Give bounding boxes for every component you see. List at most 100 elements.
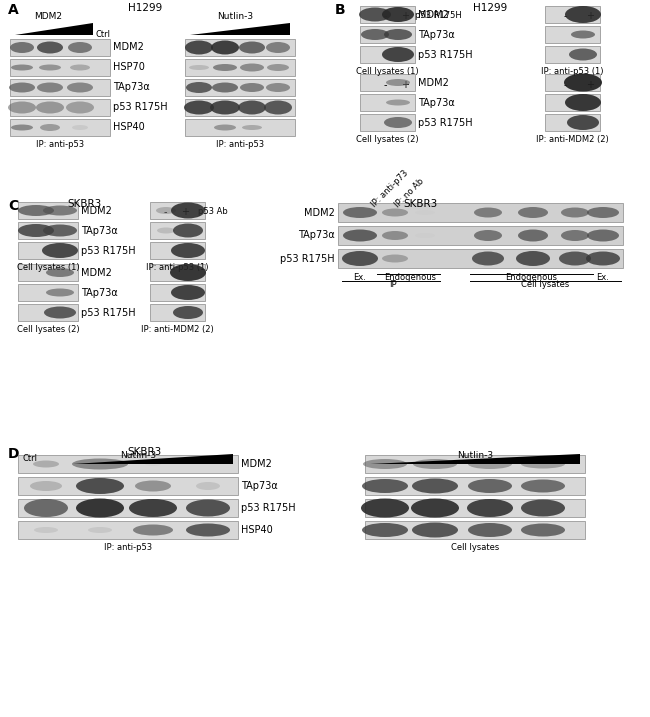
Text: p53 R175H: p53 R175H bbox=[241, 503, 296, 513]
Ellipse shape bbox=[133, 525, 173, 536]
Ellipse shape bbox=[361, 498, 409, 518]
Bar bbox=[10, 79, 110, 96]
Text: Cell lysates (2): Cell lysates (2) bbox=[356, 135, 419, 144]
Bar bbox=[185, 79, 295, 96]
Text: +: + bbox=[401, 80, 409, 90]
Ellipse shape bbox=[213, 64, 237, 71]
Ellipse shape bbox=[186, 500, 230, 516]
Bar bbox=[365, 477, 585, 495]
Text: p53 R175H: p53 R175H bbox=[418, 118, 473, 128]
Text: TAp73α: TAp73α bbox=[81, 288, 118, 298]
Text: MDM2: MDM2 bbox=[418, 77, 449, 87]
Bar bbox=[185, 39, 295, 56]
Ellipse shape bbox=[565, 94, 601, 111]
Text: MDM2: MDM2 bbox=[241, 459, 272, 469]
Ellipse shape bbox=[565, 6, 601, 23]
Ellipse shape bbox=[240, 83, 264, 92]
Ellipse shape bbox=[8, 102, 36, 113]
Text: Ctrl: Ctrl bbox=[23, 454, 38, 463]
Ellipse shape bbox=[362, 523, 408, 537]
Ellipse shape bbox=[266, 83, 290, 92]
Bar bbox=[18, 304, 78, 321]
Text: A: A bbox=[8, 3, 19, 17]
Ellipse shape bbox=[415, 210, 435, 215]
Text: p53 R175H: p53 R175H bbox=[81, 245, 136, 255]
Bar bbox=[150, 222, 205, 239]
Text: SKBR3: SKBR3 bbox=[68, 199, 102, 209]
Ellipse shape bbox=[386, 79, 410, 86]
Text: H1299: H1299 bbox=[128, 3, 162, 13]
Text: IP: anti-MDM2 (2): IP: anti-MDM2 (2) bbox=[536, 135, 609, 144]
Ellipse shape bbox=[40, 124, 60, 131]
Ellipse shape bbox=[135, 480, 171, 491]
Text: MDM2: MDM2 bbox=[113, 42, 144, 52]
Text: Nutlin-3: Nutlin-3 bbox=[457, 451, 493, 460]
Ellipse shape bbox=[37, 42, 63, 54]
Polygon shape bbox=[370, 454, 580, 464]
Ellipse shape bbox=[186, 82, 212, 93]
Ellipse shape bbox=[88, 527, 112, 533]
Polygon shape bbox=[73, 454, 233, 464]
Text: +: + bbox=[181, 207, 189, 217]
Ellipse shape bbox=[561, 207, 589, 217]
Ellipse shape bbox=[240, 64, 264, 72]
Ellipse shape bbox=[10, 42, 34, 53]
Ellipse shape bbox=[173, 306, 203, 319]
Bar bbox=[10, 39, 110, 56]
Ellipse shape bbox=[586, 252, 620, 265]
Text: IP: anti-p53 (1): IP: anti-p53 (1) bbox=[146, 263, 209, 272]
Text: Cell lysates (2): Cell lysates (2) bbox=[17, 325, 79, 334]
Text: C: C bbox=[8, 199, 18, 213]
Ellipse shape bbox=[76, 478, 124, 494]
Ellipse shape bbox=[518, 229, 548, 242]
Ellipse shape bbox=[68, 42, 92, 53]
Bar bbox=[150, 202, 205, 219]
Bar bbox=[185, 99, 295, 116]
Ellipse shape bbox=[157, 227, 175, 234]
Text: MDM2: MDM2 bbox=[418, 9, 449, 19]
Bar bbox=[360, 94, 415, 111]
Ellipse shape bbox=[468, 479, 512, 493]
Bar bbox=[18, 284, 78, 301]
Text: Endogenous: Endogenous bbox=[384, 273, 436, 282]
Ellipse shape bbox=[37, 82, 63, 92]
Ellipse shape bbox=[46, 268, 74, 277]
Ellipse shape bbox=[239, 42, 265, 54]
Text: TAp73α: TAp73α bbox=[113, 82, 150, 92]
Ellipse shape bbox=[518, 207, 548, 218]
Ellipse shape bbox=[196, 482, 220, 490]
Ellipse shape bbox=[214, 125, 236, 130]
Ellipse shape bbox=[72, 458, 128, 470]
Text: HSP40: HSP40 bbox=[113, 123, 145, 133]
Polygon shape bbox=[190, 23, 290, 35]
Ellipse shape bbox=[382, 7, 414, 22]
Ellipse shape bbox=[521, 523, 565, 536]
Ellipse shape bbox=[343, 229, 377, 242]
Text: TAp73α: TAp73α bbox=[418, 98, 455, 108]
Ellipse shape bbox=[384, 29, 412, 40]
Text: +: + bbox=[586, 11, 594, 21]
Ellipse shape bbox=[382, 47, 414, 62]
Ellipse shape bbox=[11, 125, 33, 130]
Text: MDM2: MDM2 bbox=[304, 207, 335, 217]
Bar bbox=[18, 222, 78, 239]
Ellipse shape bbox=[18, 205, 54, 216]
Ellipse shape bbox=[30, 481, 62, 491]
Ellipse shape bbox=[170, 264, 206, 281]
Ellipse shape bbox=[129, 499, 177, 517]
Ellipse shape bbox=[415, 233, 435, 238]
Text: Nutlin-3: Nutlin-3 bbox=[217, 12, 253, 21]
Polygon shape bbox=[15, 23, 93, 35]
Text: B: B bbox=[335, 3, 346, 17]
Text: Cell lysates: Cell lysates bbox=[451, 543, 499, 552]
Text: p53 R175H: p53 R175H bbox=[113, 103, 168, 113]
Bar bbox=[18, 264, 78, 281]
Text: Ex.: Ex. bbox=[597, 273, 610, 282]
Ellipse shape bbox=[42, 243, 78, 258]
Ellipse shape bbox=[70, 65, 90, 70]
Text: TAp73α: TAp73α bbox=[81, 226, 118, 235]
Bar bbox=[365, 455, 585, 473]
Ellipse shape bbox=[184, 100, 214, 115]
Ellipse shape bbox=[468, 459, 512, 469]
Ellipse shape bbox=[382, 209, 408, 217]
